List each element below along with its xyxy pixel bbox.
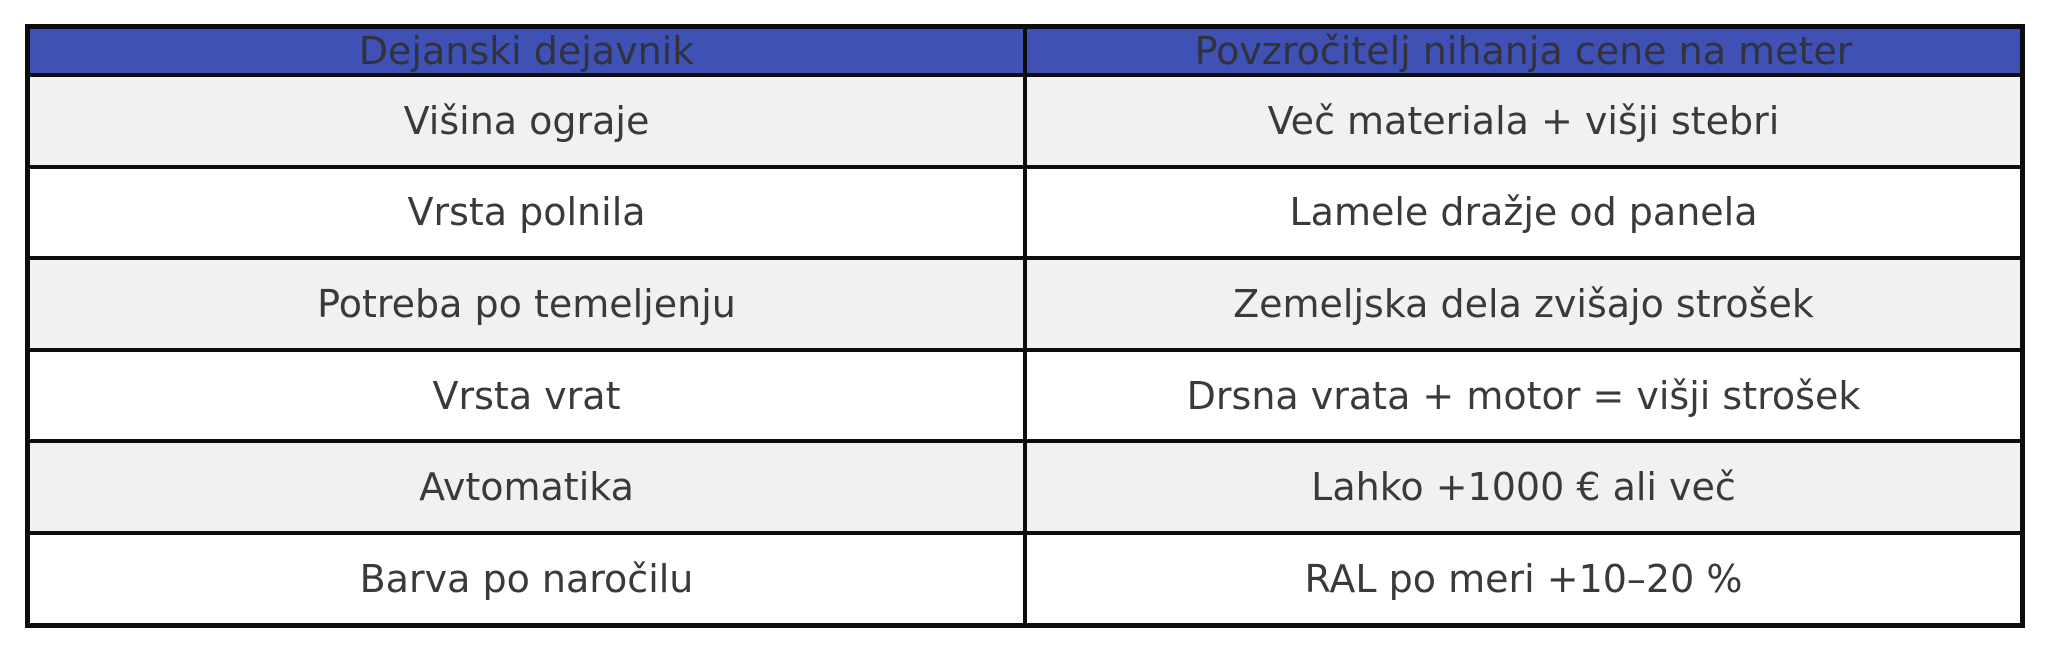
- cell-factor: Potreba po temeljenju: [25, 256, 1027, 352]
- cell-factor: Vrsta polnila: [25, 164, 1027, 261]
- fence-price-factors-table: Dejanski dejavnik Povzročitelj nihanja c…: [25, 24, 2025, 628]
- header-cell-factor: Dejanski dejavnik: [25, 24, 1027, 77]
- cell-factor: Barva po naročilu: [25, 530, 1027, 628]
- cell-factor: Višina ograje: [25, 73, 1027, 169]
- cell-factor: Vrsta vrat: [25, 347, 1027, 444]
- cell-cause: Lahko +1000 € ali več: [1023, 439, 2025, 535]
- table-row: Barva po naročilu RAL po meri +10–20 %: [25, 530, 2025, 628]
- header-cell-cause: Povzročitelj nihanja cene na meter: [1023, 24, 2025, 77]
- cell-cause: Drsna vrata + motor = višji strošek: [1023, 347, 2025, 444]
- cell-cause: Več materiala + višji stebri: [1023, 73, 2025, 169]
- cell-cause: RAL po meri +10–20 %: [1023, 530, 2025, 628]
- cell-cause: Lamele dražje od panela: [1023, 164, 2025, 261]
- table-row: Avtomatika Lahko +1000 € ali več: [25, 439, 2025, 535]
- cell-cause: Zemeljska dela zvišajo strošek: [1023, 256, 2025, 352]
- table-row: Vrsta vrat Drsna vrata + motor = višji s…: [25, 347, 2025, 444]
- table-row: Potreba po temeljenju Zemeljska dela zvi…: [25, 256, 2025, 352]
- table-row: Vrsta polnila Lamele dražje od panela: [25, 164, 2025, 261]
- cell-factor: Avtomatika: [25, 439, 1027, 535]
- table-header-row: Dejanski dejavnik Povzročitelj nihanja c…: [25, 24, 2025, 77]
- table-row: Višina ograje Več materiala + višji steb…: [25, 73, 2025, 169]
